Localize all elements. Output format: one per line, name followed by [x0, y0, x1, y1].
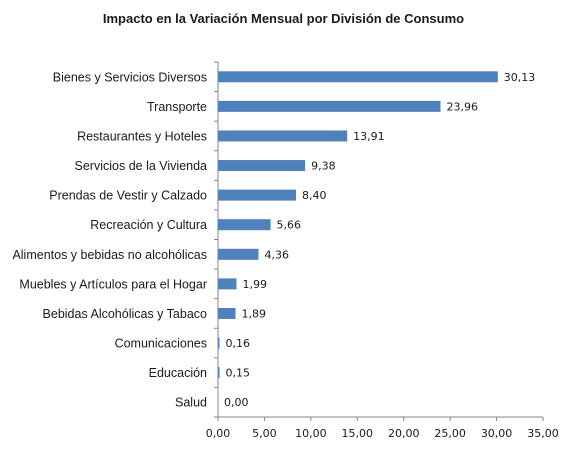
data-label: 1,99	[242, 278, 267, 291]
data-label: 0,16	[226, 337, 251, 350]
bar	[218, 307, 236, 319]
data-label: 8,40	[302, 189, 327, 202]
bar	[218, 100, 441, 112]
category-label: Alimentos y bebidas no alcohólicas	[12, 248, 207, 262]
bar	[218, 248, 259, 260]
data-label: 1,89	[242, 307, 266, 320]
bar	[218, 337, 220, 349]
category-label: Prendas de Vestir y Calzado	[49, 189, 207, 203]
x-tick-label: 10,00	[295, 427, 327, 440]
bar	[218, 160, 306, 172]
category-label: Salud	[175, 396, 207, 410]
bar	[218, 219, 271, 231]
data-label: 4,36	[264, 248, 289, 261]
bar	[218, 130, 348, 142]
category-label: Restaurantes y Hoteles	[77, 129, 207, 143]
x-tick-label: 25,00	[434, 427, 466, 440]
x-tick-label: 30,00	[481, 427, 513, 440]
chart-title: Impacto en la Variación Mensual por Divi…	[102, 11, 465, 26]
data-label: 5,66	[277, 219, 302, 232]
data-label: 23,96	[446, 100, 478, 113]
x-tick-label: 0,00	[206, 427, 231, 440]
data-label: 9,38	[311, 160, 336, 173]
category-label: Bebidas Alcohólicas y Tabaco	[43, 307, 208, 321]
category-label: Comunicaciones	[115, 337, 207, 351]
bar	[218, 367, 220, 379]
bar	[218, 278, 237, 290]
category-label: Educación	[149, 366, 207, 380]
category-label: Servicios de la Vivienda	[75, 159, 208, 173]
category-label: Bienes y Servicios Diversos	[53, 70, 207, 84]
x-tick-label: 5,00	[252, 427, 277, 440]
x-tick-label: 35,00	[527, 427, 559, 440]
data-label: 0,15	[226, 367, 251, 380]
bar	[218, 71, 498, 83]
data-label: 13,91	[353, 130, 385, 143]
x-tick-label: 15,00	[342, 427, 374, 440]
x-tick-label: 20,00	[388, 427, 420, 440]
data-label: 30,13	[504, 71, 536, 84]
category-label: Muebles y Artículos para el Hogar	[19, 277, 207, 291]
category-label: Transporte	[147, 100, 207, 114]
bar	[218, 189, 296, 201]
category-label: Recreación y Cultura	[90, 218, 207, 232]
data-label: 0,00	[224, 396, 249, 409]
